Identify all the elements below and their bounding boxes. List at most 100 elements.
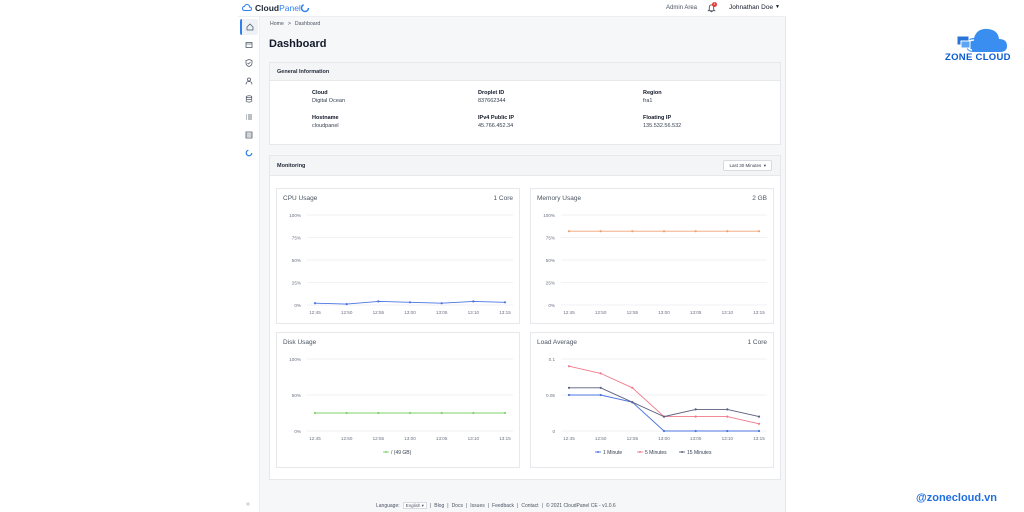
footer-divider: |: [517, 502, 519, 509]
footer-link-feedback[interactable]: Feedback: [492, 502, 515, 509]
info-label: Cloud: [312, 90, 328, 96]
info-label: Region: [643, 90, 662, 96]
memory-usage-chart: 100% 75% 50% 25% 0% 12:45 12:50 12:55 13:00 13:05…: [543, 213, 767, 315]
data-point: [694, 408, 697, 411]
legend-marker: [639, 451, 641, 453]
y-tick-label: 0%: [294, 429, 301, 434]
breadcrumb-separator: >: [287, 21, 291, 27]
refresh-icon[interactable]: [300, 3, 310, 13]
x-tick-label: 13:15: [499, 310, 511, 315]
language-select[interactable]: English ▾: [402, 502, 427, 509]
y-tick-label: 0: [552, 429, 555, 434]
cpu-usage-card: CPU Usage 1 Core 100% 75% 50% 25% 0% 12:45 12:…: [276, 188, 520, 324]
x-tick-label: 12:45: [309, 310, 321, 315]
x-tick-label: 13:15: [753, 310, 765, 315]
server-icon: [245, 131, 253, 139]
sidebar-item-cron[interactable]: [240, 109, 258, 125]
zone-cloud-logo-icon: [956, 28, 1007, 52]
info-region: Region fra1: [643, 90, 662, 104]
y-tick-label: 25%: [546, 280, 555, 285]
legend-label: 1 Minute: [603, 450, 622, 456]
load-average-card: Load Average 1 Core 0.1 0.05 0 12:45 12:50 12…: [530, 332, 774, 468]
data-point: [757, 422, 761, 425]
data-point: [503, 301, 507, 304]
home-icon: [246, 23, 254, 31]
refresh-icon: [245, 149, 253, 157]
y-tick-label: 0%: [294, 303, 301, 308]
data-point: [567, 365, 571, 368]
info-ipv4: IPv4 Public IP 45.766.452.34: [478, 115, 514, 129]
data-point: [345, 303, 348, 306]
sidebar-item-dashboard[interactable]: [240, 19, 258, 35]
x-tick-label: 12:50: [595, 310, 607, 315]
disk-usage-card: Disk Usage 100% 50% 0% 12:45 12:50 12:55 13:00…: [276, 332, 520, 468]
user-menu[interactable]: Johnathan Doe: [729, 4, 774, 11]
y-tick-label: 0%: [548, 303, 555, 308]
x-tick-label: 13:10: [468, 310, 480, 315]
footer-link-blog[interactable]: Blog: [434, 502, 445, 509]
info-floating-ip: Floating IP 135.532.56.532: [643, 115, 681, 129]
x-tick-label: 12:55: [627, 310, 639, 315]
data-point: [599, 393, 602, 397]
info-value: fra1: [643, 98, 653, 104]
data-point: [377, 300, 380, 303]
data-point: [662, 230, 666, 233]
footer-link-docs[interactable]: Docs: [451, 502, 463, 509]
footer-copyright: © 2021 CloudPanel CE - v1.0.6: [545, 502, 616, 509]
x-tick-label: 13:15: [753, 436, 765, 441]
load-average-chart: 0.1 0.05 0 12:45 12:50 12:55 13:00 13:05 13:10 13…: [546, 357, 767, 456]
language-value: English: [405, 503, 421, 508]
time-range-select[interactable]: Last 30 Minutes ▾: [723, 160, 772, 171]
series-line: [569, 394, 759, 432]
sidebar-item-sites[interactable]: [240, 37, 258, 53]
sidebar-item-cloudpanel[interactable]: [240, 145, 258, 161]
breadcrumb-home[interactable]: Home: [270, 21, 284, 27]
cloud-icon: [242, 3, 252, 11]
x-tick-label: 12:45: [309, 436, 321, 441]
language-label: Language:: [376, 502, 400, 509]
info-value: 45.766.452.34: [478, 123, 514, 129]
info-label: IPv4 Public IP: [478, 115, 515, 121]
sidebar-item-users[interactable]: [240, 73, 258, 89]
data-point: [694, 230, 697, 233]
y-tick-label: 50%: [292, 393, 301, 398]
general-information-title: General Information: [270, 63, 780, 81]
sidebar-item-databases[interactable]: [240, 91, 258, 107]
list-icon: [246, 114, 252, 120]
expand-sidebar-icon[interactable]: »: [246, 501, 250, 508]
brand-logo[interactable]: Cloud Panel: [242, 3, 301, 13]
footer-divider: |: [429, 502, 432, 509]
footer-link-contact[interactable]: Contact: [521, 502, 539, 509]
info-hostname: Hostname cloudpanel: [312, 115, 339, 129]
time-range-value: Last 30 Minutes: [729, 163, 762, 168]
breadcrumb: Home > Dashboard: [270, 21, 320, 27]
sidebar: »: [238, 17, 260, 512]
data-point: [694, 429, 697, 433]
footer-divider: |: [541, 502, 543, 509]
sidebar-item-security[interactable]: [240, 55, 258, 71]
footer-divider: |: [465, 502, 468, 509]
data-point: [408, 301, 412, 304]
data-point: [408, 411, 412, 415]
cpu-usage-chart: 100% 75% 50% 25% 0% 12:45 12:50 12:55 13:00 13:05…: [289, 213, 513, 315]
x-tick-label: 13:10: [722, 310, 734, 315]
general-information-panel: General Information Cloud Digital Ocean …: [269, 62, 781, 145]
disk-usage-chart: 100% 50% 0% 12:45 12:50 12:55 13:00 13:05 13:10 1…: [289, 357, 513, 456]
y-tick-label: 50%: [292, 258, 301, 263]
info-value: cloudpanel: [312, 123, 339, 129]
x-tick-label: 12:45: [563, 436, 575, 441]
footer-link-issues[interactable]: Issues: [470, 502, 485, 509]
admin-area-link[interactable]: Admin Area: [666, 5, 698, 11]
data-point: [662, 429, 666, 433]
chart-title: CPU Usage: [283, 195, 318, 202]
caret-down-icon[interactable]: ▼: [775, 4, 780, 10]
x-tick-label: 13:00: [404, 436, 416, 441]
y-tick-label: 100%: [543, 213, 555, 218]
user-icon: [245, 77, 253, 85]
sidebar-item-logs[interactable]: [240, 127, 258, 143]
legend-marker: [681, 451, 683, 453]
shield-icon: [245, 59, 253, 67]
brand-name-part2: Panel: [279, 3, 301, 13]
x-tick-label: 13:00: [658, 436, 670, 441]
